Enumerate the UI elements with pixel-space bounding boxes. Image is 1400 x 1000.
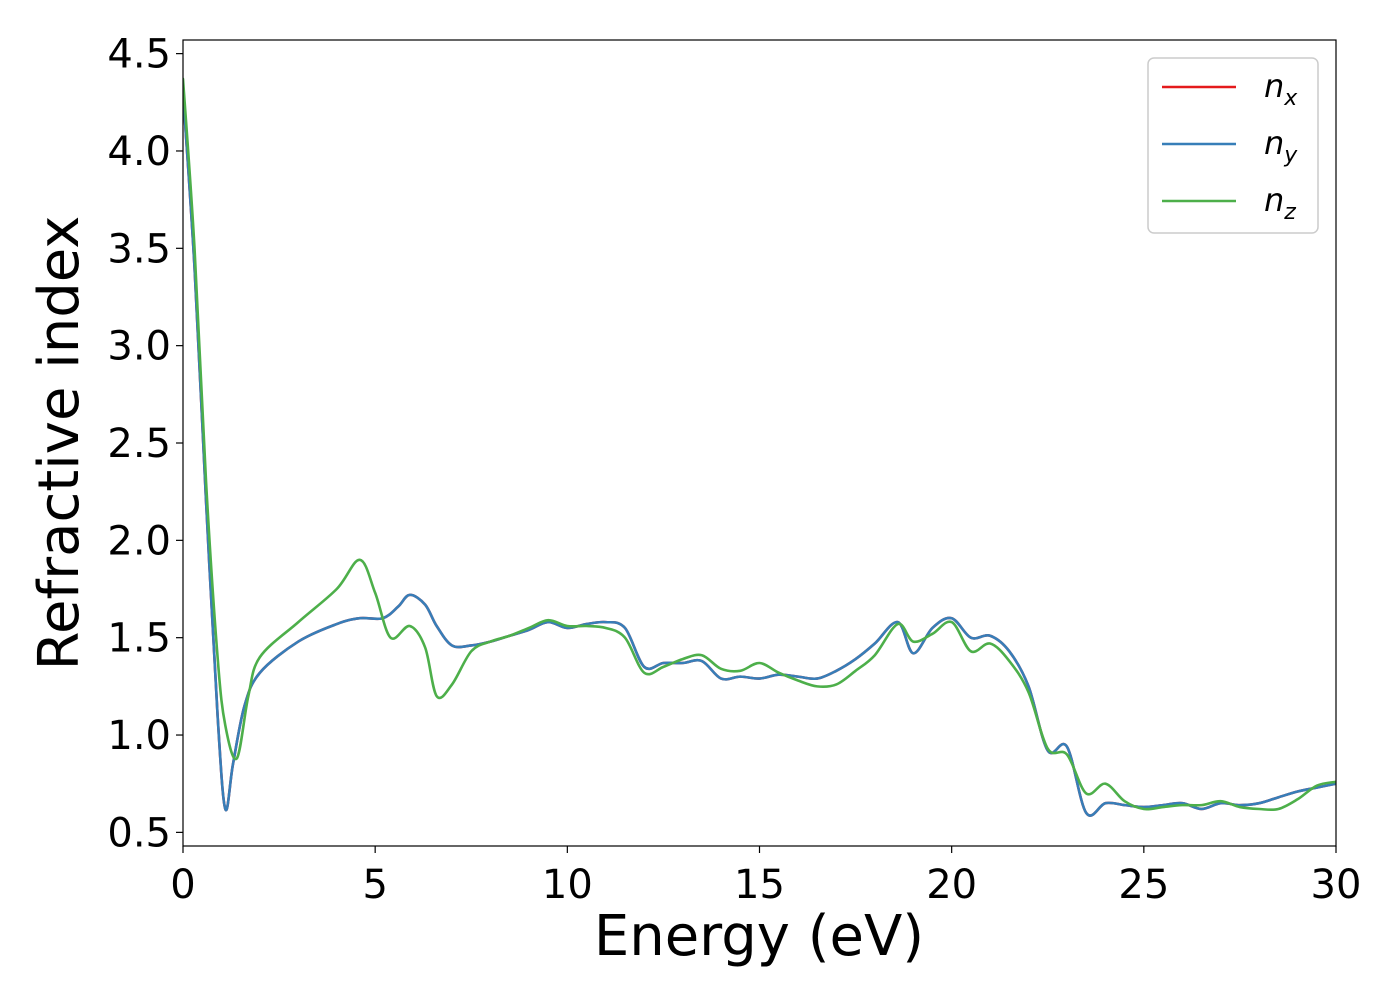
x-tick-label: 0	[170, 862, 195, 908]
x-tick-label: 5	[362, 862, 387, 908]
x-axis-title: Energy (eV)	[594, 904, 924, 969]
legend-label-subscript: y	[1283, 143, 1298, 168]
y-tick-label: 2.0	[107, 518, 171, 564]
y-tick-label: 0.5	[107, 810, 171, 856]
y-axis-title: Refractive index	[27, 216, 92, 671]
legend-label: nx	[1264, 67, 1298, 111]
x-tick-label: 30	[1311, 862, 1362, 908]
x-tick-label: 20	[926, 862, 977, 908]
legend-label: ny	[1264, 124, 1298, 168]
legend-label-subscript: x	[1283, 86, 1298, 111]
series-line-n-y	[183, 91, 1336, 817]
legend-label: nz	[1264, 181, 1296, 225]
y-tick-label: 1.0	[107, 713, 171, 759]
x-tick-label: 15	[734, 862, 785, 908]
legend-label-base: n	[1264, 181, 1284, 219]
series-layer	[183, 77, 1336, 817]
legend-box	[1147, 57, 1319, 234]
legend-label-subscript: z	[1283, 200, 1296, 225]
y-tick-label: 4.0	[107, 129, 171, 175]
y-tick-label: 3.5	[107, 226, 171, 272]
legend-label-base: n	[1264, 67, 1284, 105]
x-tick-label: 25	[1118, 862, 1169, 908]
y-tick-label: 1.5	[107, 616, 171, 662]
y-tick-label: 2.5	[107, 421, 171, 467]
x-axis-ticks: 0 5 10 15 20 25 30	[170, 846, 1361, 908]
y-axis-ticks: 0.5 1.0 1.5 2.0 2.5 3.0 3.5 4.0 4.5	[107, 32, 183, 856]
x-tick-label: 10	[542, 862, 593, 908]
y-tick-label: 4.5	[107, 32, 171, 78]
y-tick-label: 3.0	[107, 324, 171, 370]
legend-label-base: n	[1264, 124, 1284, 162]
series-line-n-z	[183, 77, 1336, 812]
